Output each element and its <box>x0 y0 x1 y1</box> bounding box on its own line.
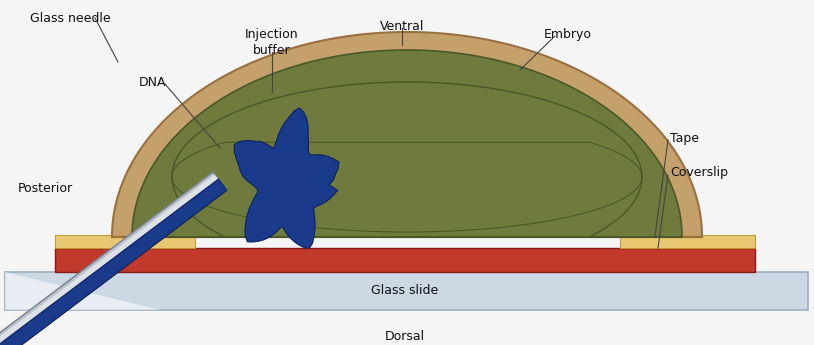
Polygon shape <box>234 108 339 248</box>
Text: Coverslip: Coverslip <box>670 166 728 178</box>
Polygon shape <box>5 272 160 310</box>
Bar <box>55 235 195 248</box>
Bar <box>620 235 755 248</box>
Polygon shape <box>132 50 682 237</box>
Polygon shape <box>0 174 218 345</box>
Text: Tape: Tape <box>670 131 699 145</box>
Text: Glass needle: Glass needle <box>30 12 111 25</box>
Text: Dorsal: Dorsal <box>385 329 425 343</box>
Polygon shape <box>112 32 702 237</box>
Text: DNA: DNA <box>138 76 166 89</box>
Text: Injection
buffer: Injection buffer <box>245 28 299 57</box>
Text: Embryo: Embryo <box>544 28 592 41</box>
Bar <box>55 248 755 272</box>
Text: Glass slide: Glass slide <box>371 284 439 296</box>
Polygon shape <box>0 179 227 345</box>
Bar <box>5 272 808 310</box>
Text: Ventral: Ventral <box>380 20 424 33</box>
Polygon shape <box>0 172 226 345</box>
Text: Posterior: Posterior <box>18 181 73 195</box>
